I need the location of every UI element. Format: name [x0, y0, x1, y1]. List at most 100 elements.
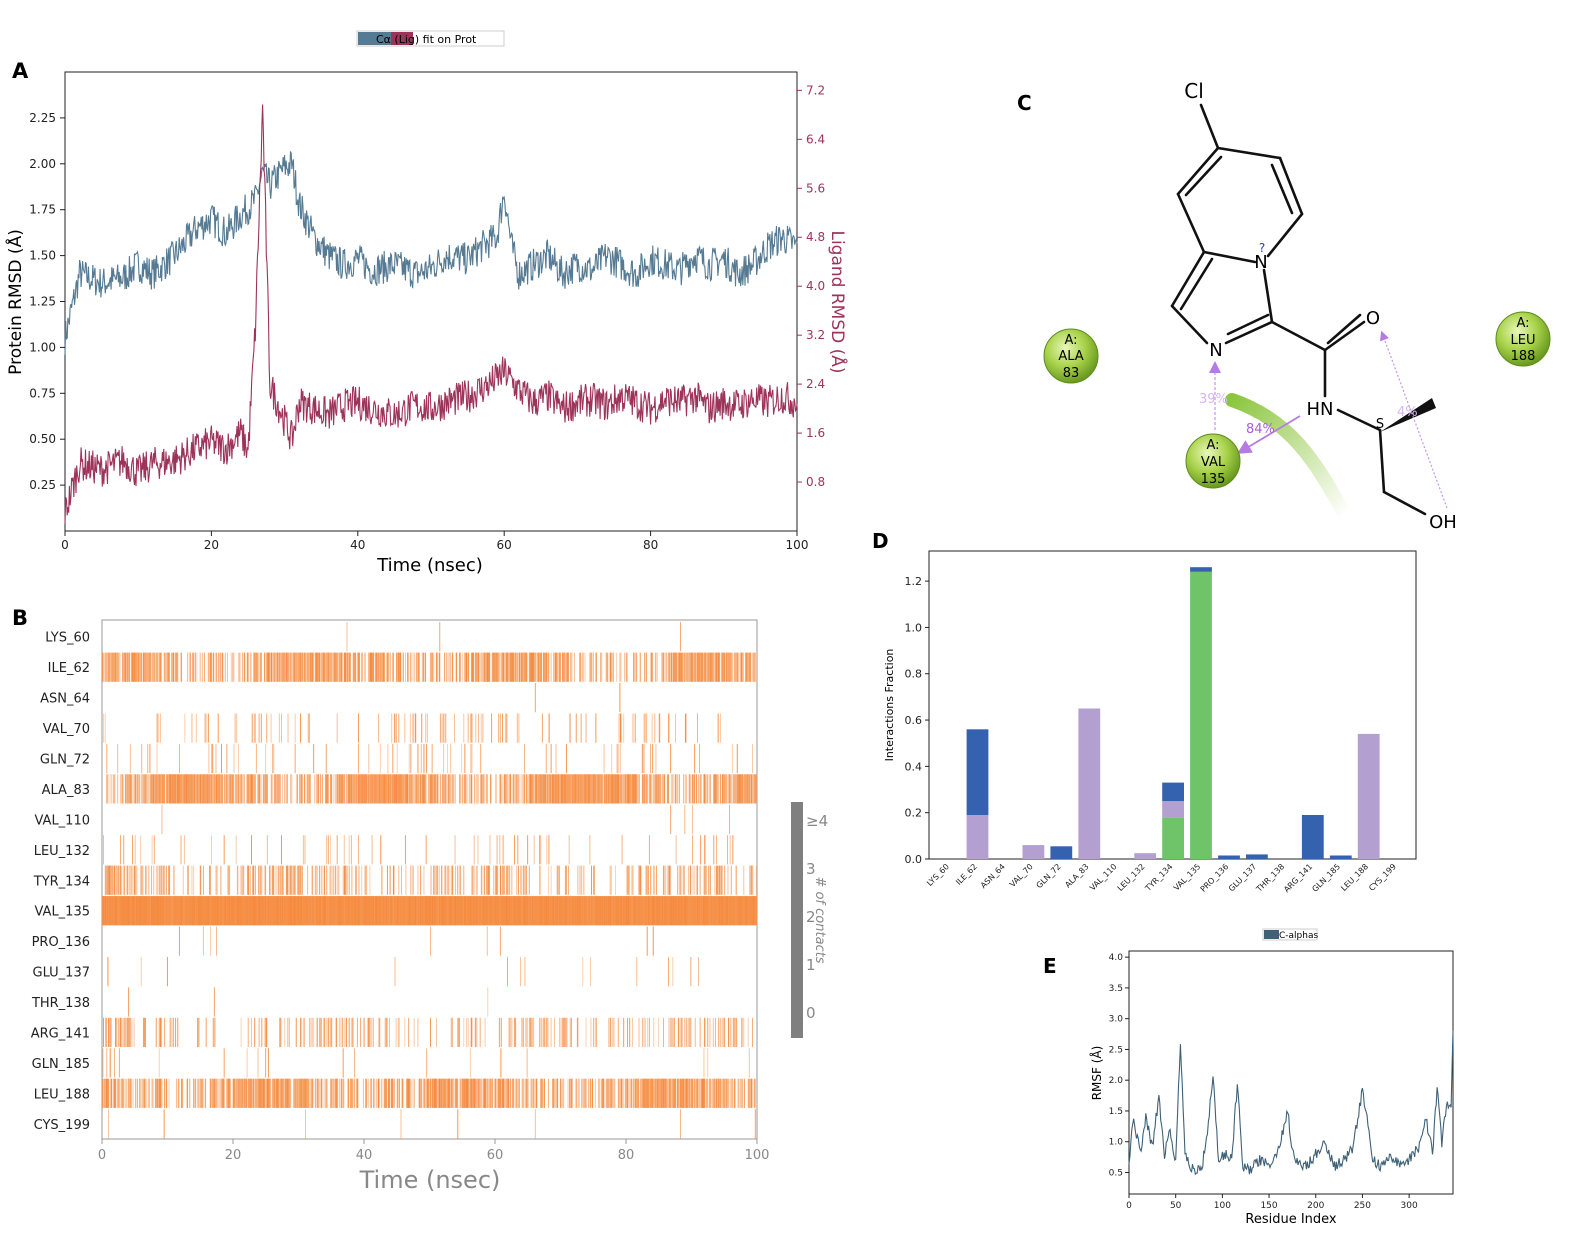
contact-mark	[396, 896, 398, 926]
contact-mark	[116, 1078, 118, 1108]
contact-mark	[139, 896, 141, 926]
contact-mark	[401, 774, 403, 804]
contact-mark	[193, 774, 195, 804]
contact-mark	[127, 865, 129, 895]
contact-mark	[414, 896, 416, 926]
contact-mark	[216, 774, 217, 804]
contact-mark	[306, 1078, 308, 1108]
contact-mark	[495, 865, 496, 895]
contact-mark	[412, 774, 413, 804]
contact-mark	[241, 1078, 243, 1108]
contact-mark	[592, 774, 594, 804]
contact-mark	[162, 774, 164, 804]
contact-mark	[616, 774, 618, 804]
contact-mark	[218, 896, 220, 926]
contact-mark	[657, 1078, 659, 1108]
contact-mark	[648, 1017, 650, 1047]
contact-mark	[418, 774, 419, 804]
contact-mark	[333, 896, 335, 926]
contact-mark	[569, 713, 571, 743]
contact-mark	[471, 865, 473, 895]
contact-mark	[304, 896, 306, 926]
contact-mark	[297, 652, 299, 682]
contact-mark	[132, 774, 134, 804]
contact-mark	[617, 1017, 619, 1047]
contact-mark	[462, 896, 464, 926]
contact-mark	[269, 896, 270, 926]
contact-mark	[507, 1078, 508, 1108]
contact-mark	[623, 774, 625, 804]
contact-mark	[276, 652, 278, 682]
contact-mark	[680, 865, 682, 895]
contact-mark	[609, 774, 610, 804]
contact-mark	[188, 896, 190, 926]
contact-mark	[303, 652, 305, 682]
contact-mark	[631, 865, 633, 895]
contact-mark	[579, 896, 580, 926]
contact-mark	[243, 1078, 245, 1108]
contact-mark	[302, 652, 304, 682]
contact-mark	[405, 865, 407, 895]
contact-mark	[212, 774, 214, 804]
contact-mark	[441, 1078, 443, 1108]
contact-mark	[680, 896, 682, 926]
contact-mark	[370, 652, 371, 682]
contact-mark	[425, 774, 427, 804]
contact-mark	[636, 774, 638, 804]
contact-mark	[269, 652, 271, 682]
contact-mark	[681, 1017, 683, 1047]
contact-mark	[623, 896, 625, 926]
contact-mark	[211, 774, 213, 804]
contact-mark	[516, 1078, 518, 1108]
contact-mark	[661, 896, 663, 926]
contact-mark	[385, 1078, 387, 1108]
contact-mark	[353, 896, 354, 926]
contact-mark	[687, 1017, 689, 1047]
contact-mark	[474, 652, 476, 682]
contact-mark	[498, 1017, 500, 1047]
contact-mark	[709, 1017, 711, 1047]
contact-mark	[176, 896, 178, 926]
contact-mark	[319, 652, 321, 682]
contact-mark	[749, 865, 751, 895]
contact-mark	[336, 774, 338, 804]
contact-mark	[259, 1078, 261, 1108]
contact-mark	[300, 774, 302, 804]
contact-mark	[682, 652, 684, 682]
y-axis-label-d: Interactions Fraction	[883, 649, 896, 762]
contact-mark	[108, 896, 109, 926]
contact-mark	[367, 1017, 369, 1047]
contact-mark	[317, 1078, 318, 1108]
contact-mark	[433, 896, 435, 926]
contact-mark	[150, 774, 151, 804]
contact-mark	[636, 896, 638, 926]
contact-mark	[329, 652, 331, 682]
contact-mark	[422, 652, 424, 682]
contact-mark	[740, 896, 741, 926]
x-tick-label: 100	[745, 1148, 770, 1163]
contact-mark	[457, 1109, 459, 1139]
contact-mark	[619, 652, 621, 682]
contact-mark	[345, 652, 347, 682]
contact-mark	[374, 652, 376, 682]
contact-mark	[117, 865, 119, 895]
contact-mark	[606, 896, 608, 926]
contact-mark	[556, 865, 558, 895]
x-tick-label: 50	[1170, 1201, 1182, 1211]
contact-mark	[545, 896, 547, 926]
contact-mark	[630, 896, 632, 926]
contact-mark	[324, 652, 326, 682]
contact-mark	[202, 774, 204, 804]
contact-mark	[653, 865, 655, 895]
contact-mark	[633, 774, 635, 804]
contact-mark	[469, 896, 471, 926]
contact-mark	[271, 652, 273, 682]
contact-mark	[687, 1078, 689, 1108]
contact-mark	[666, 1078, 668, 1108]
contact-mark	[265, 1078, 267, 1108]
contact-mark	[665, 896, 667, 926]
contact-mark	[698, 774, 699, 804]
contact-mark	[222, 652, 224, 682]
contact-mark	[488, 896, 490, 926]
contact-mark	[526, 865, 528, 895]
